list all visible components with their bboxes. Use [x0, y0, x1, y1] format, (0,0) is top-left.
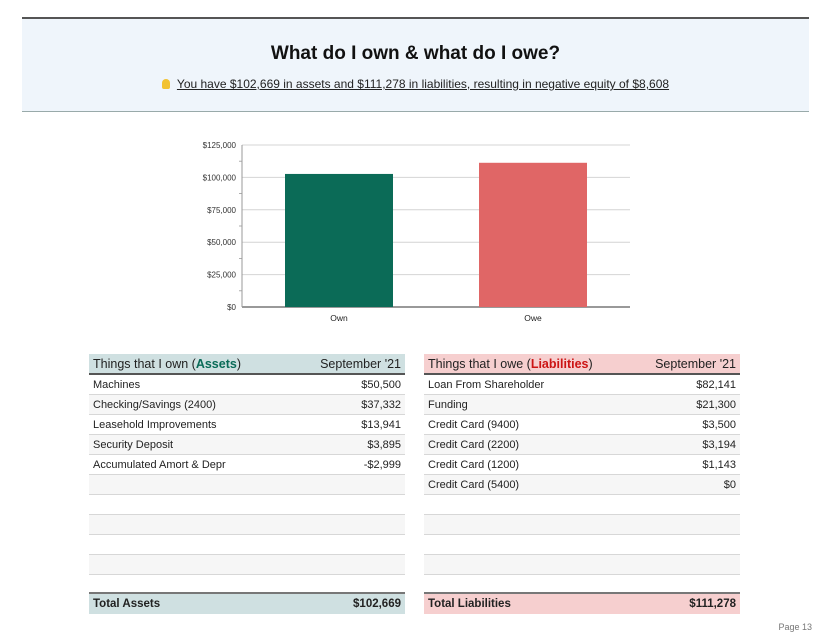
table-row: Accumulated Amort & Depr -$2,999	[89, 455, 405, 475]
liabilities-table-header: Things that I owe (Liabilities) Septembe…	[424, 354, 740, 375]
assets-row-label: Machines	[93, 378, 141, 391]
table-row	[424, 535, 740, 555]
page-title: What do I own & what do I owe?	[270, 43, 561, 64]
table-row: Leasehold Improvements $13,941	[89, 415, 405, 435]
y-tick-label: $75,000	[207, 206, 236, 215]
table-row	[89, 555, 405, 575]
summary-line: You have $102,669 in assets and $111,278…	[22, 77, 809, 91]
assets-total-row: Total Assets $102,669	[89, 592, 405, 614]
table-row: Funding $21,300	[424, 395, 740, 415]
liabilities-row-label: Funding	[428, 398, 468, 411]
liabilities-row-value: $1,143	[702, 458, 736, 471]
liabilities-period: September '21	[655, 356, 736, 371]
table-row: Machines $50,500	[89, 375, 405, 395]
liabilities-total-row: Total Liabilities $111,278	[424, 592, 740, 614]
lightbulb-icon	[161, 79, 170, 89]
summary-text: You have $102,669 in assets and $111,278…	[176, 77, 670, 91]
liabilities-title: Things that I owe (Liabilities)	[428, 356, 593, 371]
chart-canvas: $0 $25,000 $50,000 $75,000 $100,000 $125,000 O…	[203, 141, 630, 323]
assets-table-header: Things that I own (Assets) September '21	[89, 354, 405, 375]
liabilities-rows: Loan From Shareholder $82,141 Funding $21,3…	[424, 375, 740, 595]
assets-row-label: Leasehold Improvements	[93, 418, 217, 431]
assets-row-label: Security Deposit	[93, 438, 174, 451]
liabilities-row-value: $3,194	[702, 438, 736, 451]
table-row	[89, 475, 405, 495]
liabilities-row-label: Credit Card (9400)	[428, 418, 520, 431]
table-row: Credit Card (5400) $0	[424, 475, 740, 495]
assets-rows: Machines $50,500 Checking/Savings (2400) $3…	[89, 375, 405, 595]
bar-own	[285, 173, 393, 307]
assets-row-value: -$2,999	[363, 458, 401, 471]
table-row: Credit Card (2200) $3,194	[424, 435, 740, 455]
page-number: Page 13	[778, 622, 812, 632]
liabilities-row-label: Credit Card (5400)	[428, 478, 520, 491]
table-row: Loan From Shareholder $82,141	[424, 375, 740, 395]
y-tick-label: $125,000	[203, 141, 237, 150]
y-tick-label: $25,000	[207, 271, 236, 280]
assets-total-value: $102,669	[353, 598, 401, 610]
liabilities-row-value: $21,300	[696, 398, 736, 411]
assets-title: Things that I own (Assets)	[93, 356, 241, 371]
y-tick-label: $50,000	[207, 238, 236, 247]
table-row: Credit Card (1200) $1,143	[424, 455, 740, 475]
liabilities-row-value: $0	[723, 478, 736, 491]
assets-row-value: $3,895	[367, 438, 401, 451]
table-row: Security Deposit $3,895	[89, 435, 405, 455]
y-tick-label: $100,000	[203, 173, 237, 182]
assets-period: September '21	[320, 356, 401, 371]
own-owe-bar-chart: $0 $25,000 $50,000 $75,000 $100,000 $125,000 O…	[190, 135, 640, 330]
assets-row-value: $37,332	[361, 398, 401, 411]
liabilities-row-label: Credit Card (2200)	[428, 438, 520, 451]
x-tick-label: Own	[330, 313, 348, 323]
table-row	[424, 555, 740, 575]
table-row	[424, 515, 740, 535]
assets-row-label: Checking/Savings (2400)	[93, 398, 216, 411]
assets-row-label: Accumulated Amort & Depr	[93, 458, 226, 471]
liabilities-row-label: Loan From Shareholder	[428, 378, 545, 391]
liabilities-row-label: Credit Card (1200)	[428, 458, 520, 471]
report-header: What do I own & what do I owe? You have …	[22, 17, 809, 112]
liabilities-table: Things that I owe (Liabilities) Septembe…	[424, 354, 740, 595]
liabilities-total-label: Total Liabilities	[428, 598, 511, 610]
liabilities-row-value: $82,141	[696, 378, 736, 391]
table-row: Checking/Savings (2400) $37,332	[89, 395, 405, 415]
table-row	[89, 535, 405, 555]
y-tick-label: $0	[227, 303, 236, 312]
table-row: Credit Card (9400) $3,500	[424, 415, 740, 435]
liabilities-row-value: $3,500	[702, 418, 736, 431]
table-row	[89, 495, 405, 515]
assets-total-label: Total Assets	[93, 598, 161, 610]
table-row	[89, 515, 405, 535]
liabilities-total-value: $111,278	[689, 598, 736, 610]
bar-owe	[479, 162, 587, 307]
assets-table: Things that I own (Assets) September '21…	[89, 354, 405, 595]
x-tick-label: Owe	[524, 313, 542, 323]
assets-row-value: $13,941	[361, 418, 401, 431]
table-row	[424, 495, 740, 515]
assets-row-value: $50,500	[361, 378, 401, 391]
